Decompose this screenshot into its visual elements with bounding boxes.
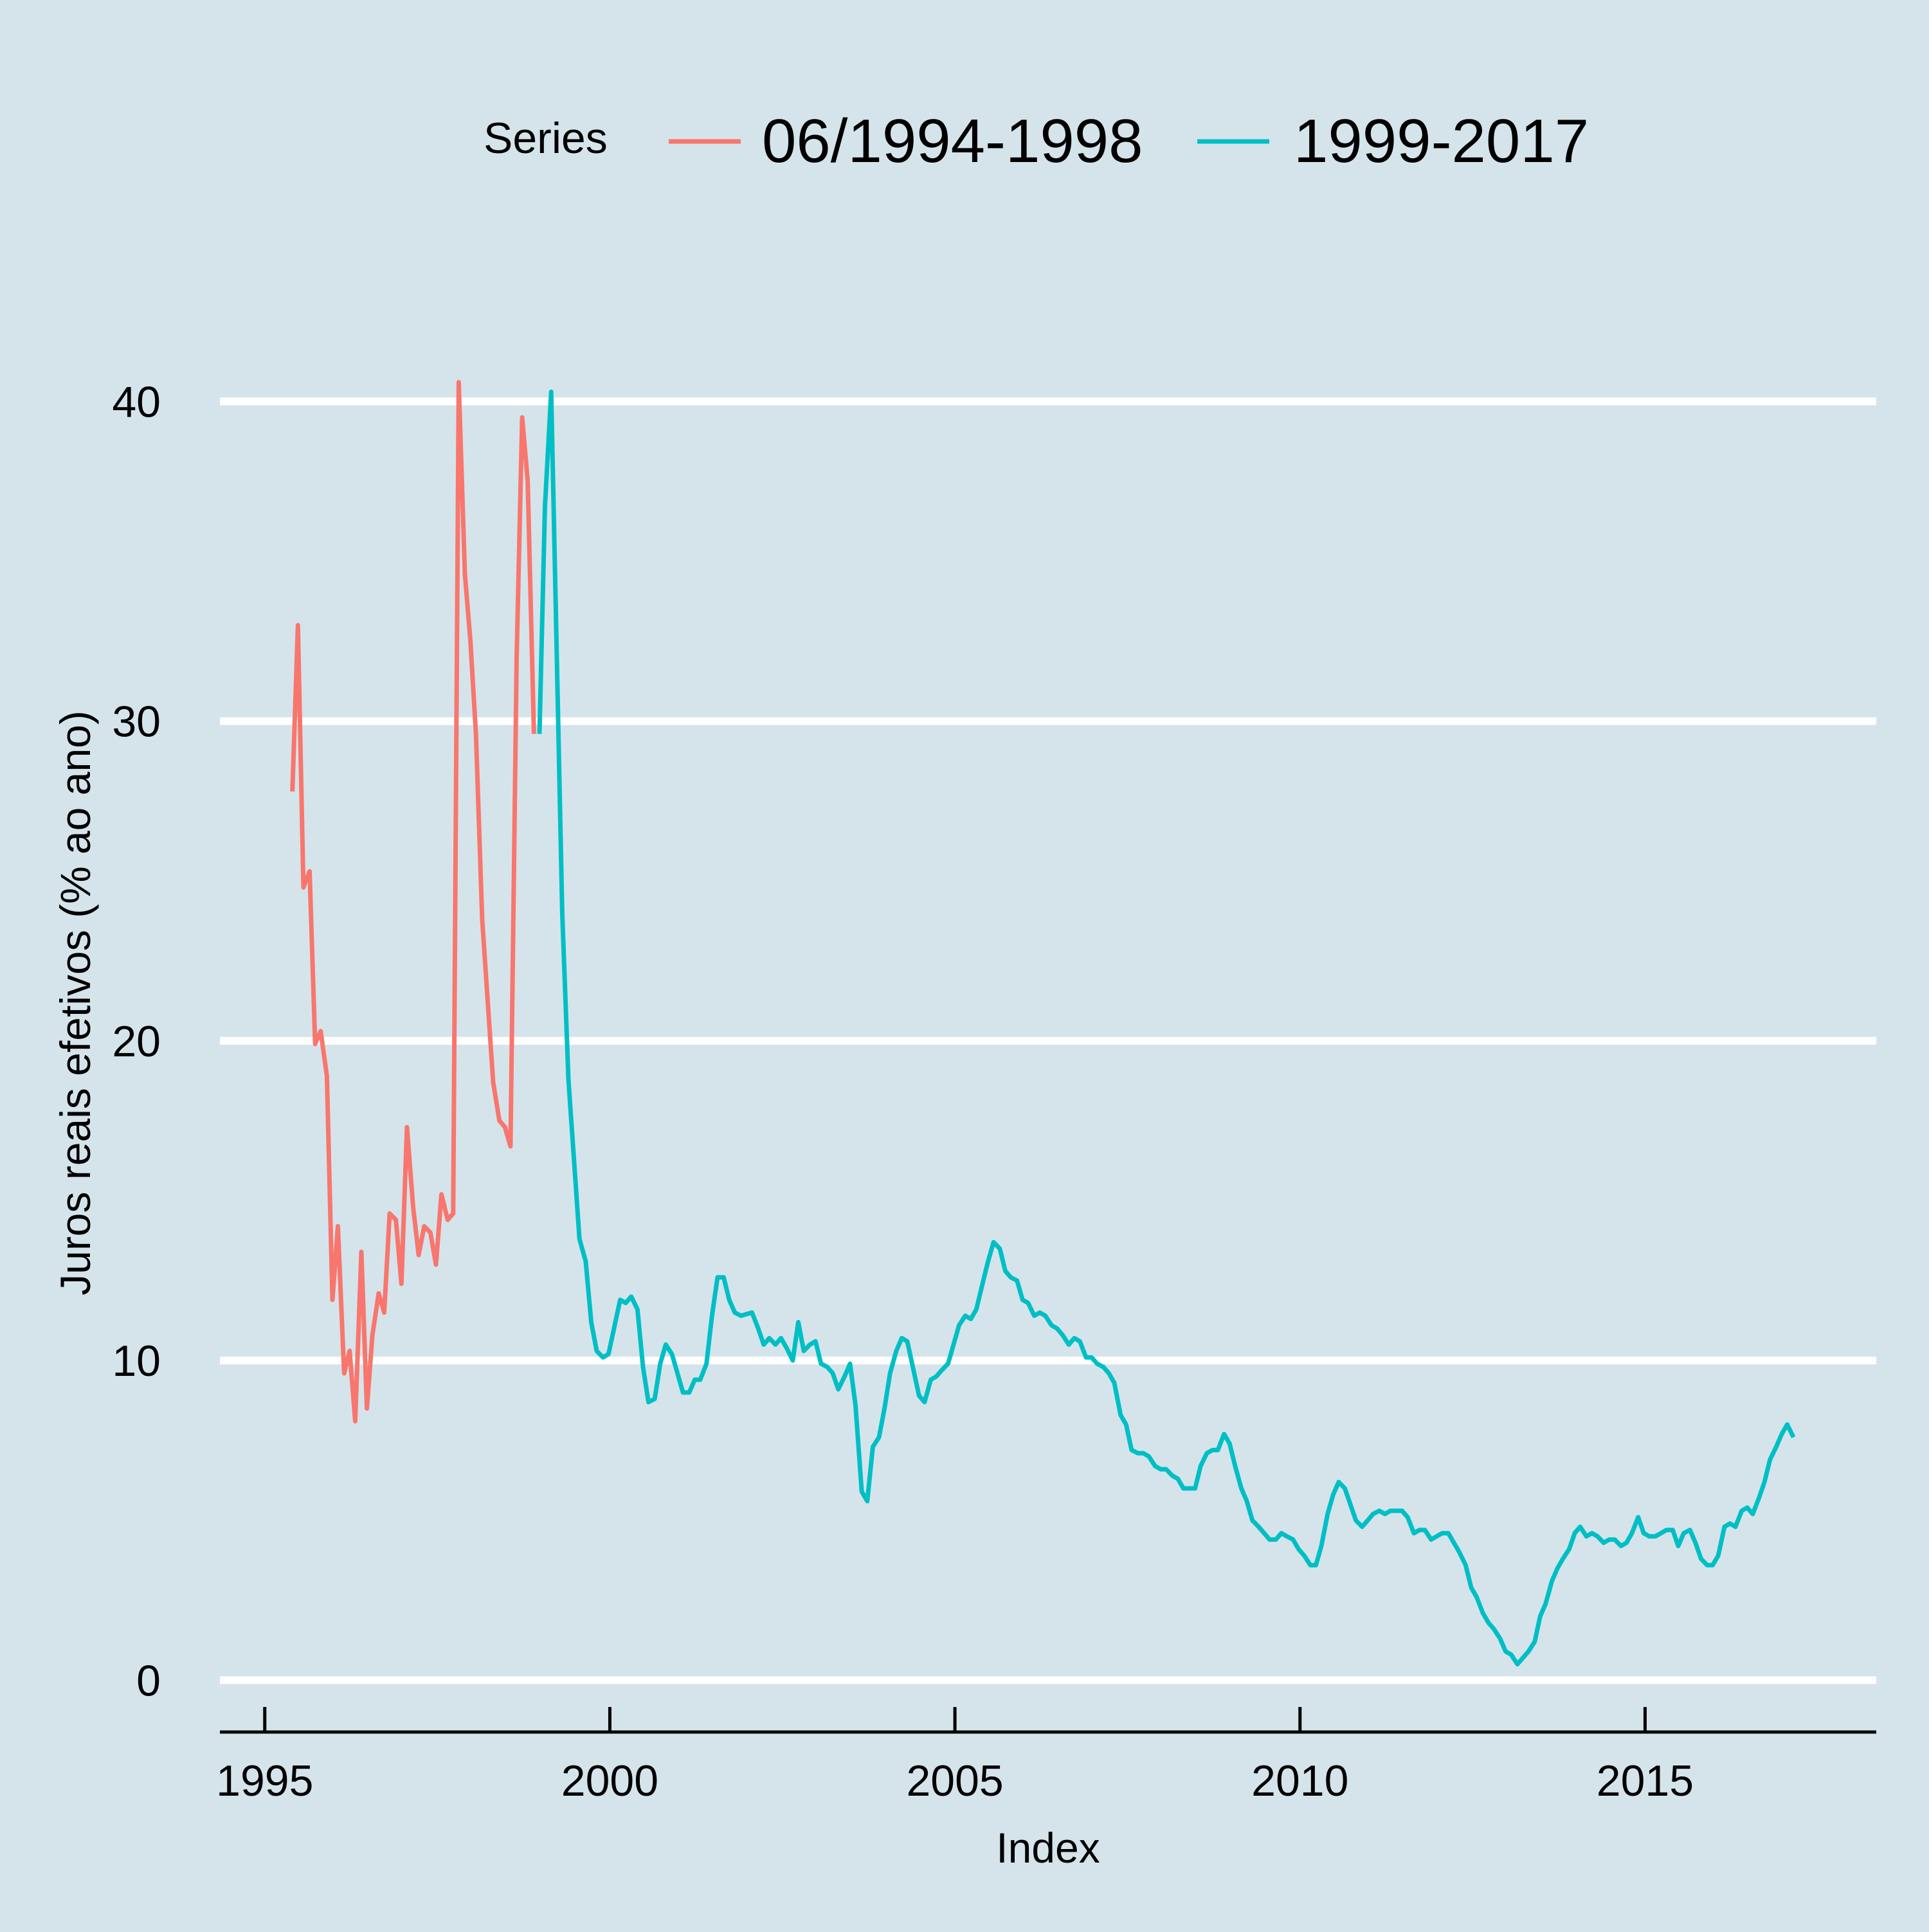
y-axis-label: Juros reais efetivos (% ao ano) (51, 710, 99, 1296)
x-tick-label: 2015 (1597, 1756, 1694, 1805)
y-tick-label: 0 (136, 1656, 161, 1705)
x-tick-label: 2000 (561, 1756, 658, 1805)
series-lines (290, 380, 1796, 1666)
x-tick-label: 2005 (906, 1756, 1003, 1805)
y-tick-label: 30 (112, 698, 161, 746)
legend-label-series-2: 1999-2017 (1294, 107, 1589, 176)
x-tick-label: 2010 (1251, 1756, 1348, 1805)
series-line-2 (537, 389, 1796, 1666)
x-axis-label: Index (996, 1824, 1100, 1872)
y-tick-label: 10 (112, 1337, 161, 1386)
x-tick-label: 1995 (216, 1756, 313, 1805)
y-tick-label: 40 (112, 377, 161, 426)
gridlines (220, 397, 1876, 1684)
y-tick-label: 20 (112, 1017, 161, 1066)
legend: Series 06/1994-1998 1999-2017 (484, 107, 1589, 176)
legend-label-series-1: 06/1994-1998 (762, 107, 1143, 176)
axes: 0 10 20 30 40 1995 2000 2005 2010 2015 (112, 377, 1876, 1805)
legend-title: Series (484, 114, 608, 163)
series-line-1 (290, 380, 536, 1424)
